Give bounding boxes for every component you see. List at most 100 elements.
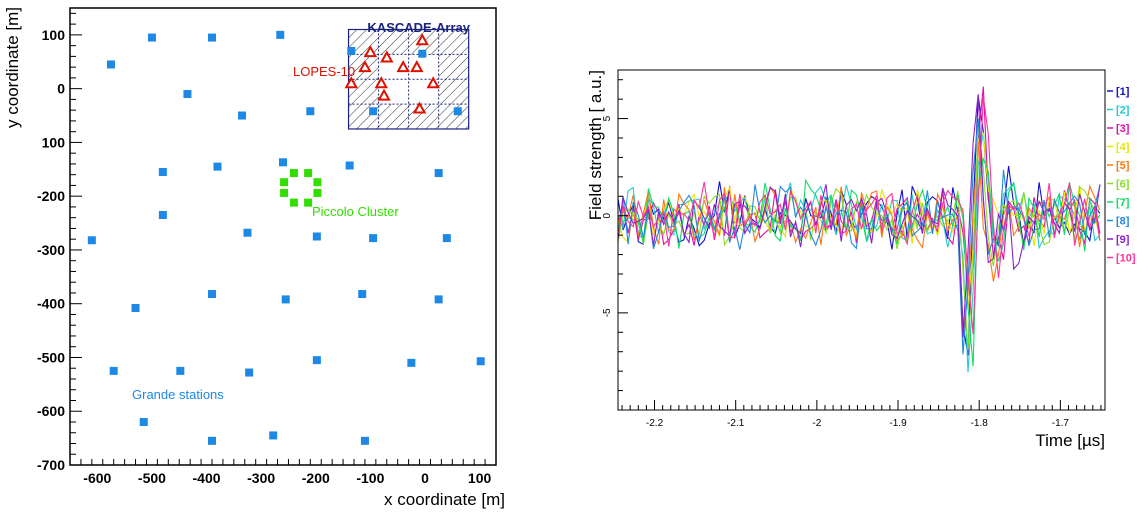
lopes-antenna-marker [426, 76, 440, 89]
x-tick-label: -600 [83, 470, 111, 486]
x-tick-label: -1.9 [889, 418, 907, 429]
piccolo-station-marker [280, 188, 289, 197]
y-tick-label: 0 [602, 212, 613, 218]
grande-stations-label: Grande stations [132, 387, 224, 402]
grande-station-marker [345, 161, 354, 170]
legend-entry: [7] [1116, 197, 1130, 209]
y-tick-label: -600 [37, 403, 65, 419]
kascade-array-label: KASCADE-Array [367, 20, 470, 35]
grande-station-marker [360, 436, 369, 445]
grande-station-marker [369, 234, 378, 243]
left-x-tick-labels: -600 -500 -400 -300 -200 -100 0 100 [83, 470, 491, 486]
legend-entry: [4] [1116, 142, 1130, 154]
kascade-array-box [347, 28, 470, 130]
right-y-tick-labels: 5 0 -5 [602, 115, 613, 317]
lopes-antenna-marker [410, 60, 424, 73]
trace-line [618, 132, 1101, 310]
legend-entry: [10] [1116, 253, 1136, 265]
left-x-axis-title: x coordinate [m] [384, 490, 505, 509]
left-y-axis-title: y coordinate [m] [3, 7, 22, 128]
grande-station-marker [87, 236, 96, 245]
grande-station-markers [87, 30, 485, 445]
grande-station-marker [176, 366, 185, 375]
kascade-border [347, 28, 470, 130]
left-axis-ticks [69, 12, 497, 466]
grande-station-marker [238, 111, 247, 120]
grande-station-marker [208, 290, 216, 299]
y-tick-label: 0 [57, 81, 65, 97]
grande-station-marker [434, 295, 443, 304]
grande-station-marker [208, 436, 216, 445]
trace-line [618, 96, 1101, 335]
x-tick-label: 0 [421, 470, 429, 486]
piccolo-station-marker [304, 169, 313, 178]
grande-station-marker [213, 162, 222, 171]
y-tick-label: -700 [37, 457, 65, 473]
grande-station-marker [312, 356, 321, 365]
grande-station-marker [306, 107, 315, 116]
lopes-antenna-marker [396, 60, 410, 73]
grande-station-marker [407, 358, 416, 367]
station-layout-chart: -600 -500 -400 -300 -200 -100 0 100 100 0 100 -200… [3, 7, 505, 509]
grande-station-marker [131, 304, 140, 313]
lopes-antenna-marker [377, 88, 391, 101]
legend-entry: [9] [1116, 234, 1130, 246]
legend-entry: [2] [1116, 105, 1130, 117]
trace-line [618, 118, 1101, 355]
x-tick-label: -2 [812, 418, 821, 429]
legend-entry: [5] [1116, 160, 1130, 172]
lopes-label: LOPES-10 [293, 64, 355, 79]
right-x-tick-labels: -2.2 -2.1 -2 -1.9 -1.8 -1.7 [646, 418, 1070, 429]
y-tick-label: -200 [37, 188, 65, 204]
piccolo-station-marker [313, 178, 322, 187]
lopes-antenna-marker [412, 101, 427, 114]
grande-station-marker [369, 107, 378, 116]
grande-station-marker [279, 158, 287, 167]
lopes-antenna-marker [358, 60, 372, 73]
y-tick-label: 5 [602, 115, 613, 121]
x-tick-label: -400 [193, 470, 221, 486]
grande-station-marker [347, 47, 356, 56]
lopes-antenna-markers [344, 33, 440, 114]
grande-station-marker [109, 366, 118, 375]
trace-line [618, 132, 1101, 373]
lopes-antenna-marker [380, 50, 394, 63]
piccolo-station-marker [289, 169, 298, 178]
grande-station-marker [418, 49, 427, 58]
grande-station-marker [312, 232, 321, 241]
field-strength-traces [618, 86, 1101, 373]
right-x-axis-title: Time [µs] [1035, 431, 1105, 450]
x-tick-label: -2.1 [727, 418, 745, 429]
x-tick-label: -100 [356, 470, 384, 486]
grande-station-marker [453, 107, 462, 116]
right-plot-frame [617, 69, 1106, 411]
legend-entry: [3] [1116, 123, 1130, 135]
grande-station-marker [208, 33, 216, 42]
x-tick-label: 100 [468, 470, 492, 486]
piccolo-station-marker [280, 178, 289, 187]
left-plot-frame [69, 7, 497, 466]
piccolo-cluster-label: Piccolo Cluster [312, 204, 399, 219]
legend-entry: [1] [1116, 86, 1130, 98]
grande-station-marker [106, 60, 115, 69]
lopes-antenna-marker [374, 76, 389, 89]
grande-station-marker [183, 90, 192, 99]
antenna-legend: [1] [2] [3] [4] [5] [6] [7] [8] [9] [10] [1107, 86, 1136, 265]
lopes-antenna-marker [344, 76, 358, 89]
grande-station-marker [158, 167, 167, 176]
grande-station-marker [276, 30, 285, 39]
grande-station-marker [281, 295, 290, 304]
x-tick-label: -200 [302, 470, 330, 486]
grande-station-marker [139, 417, 148, 426]
y-tick-label: -5 [602, 308, 613, 317]
legend-entry: [8] [1116, 216, 1130, 228]
right-axis-ticks [618, 79, 1102, 411]
trace-line [618, 86, 1101, 290]
piccolo-station-marker [304, 198, 313, 207]
left-y-tick-labels: 100 0 100 -200 -300 -400 -500 -600 -700 [37, 27, 65, 473]
grande-station-marker [158, 210, 167, 219]
grande-station-marker [269, 431, 278, 440]
x-tick-label: -500 [138, 470, 166, 486]
y-tick-label: -300 [37, 242, 65, 258]
